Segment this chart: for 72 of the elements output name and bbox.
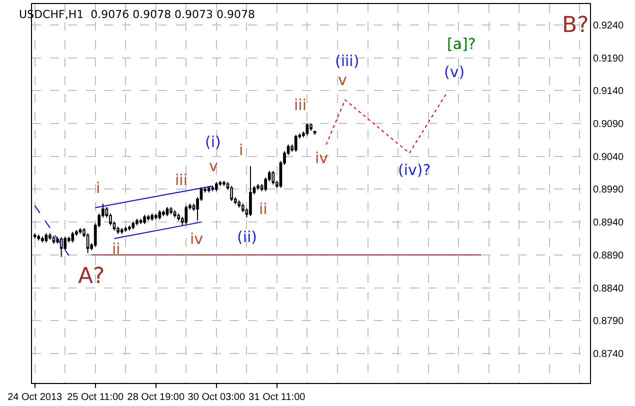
y-tick-label: 0.9090 bbox=[593, 119, 624, 130]
annotation: iii bbox=[294, 96, 307, 114]
candlestick bbox=[166, 206, 169, 217]
y-tick-label: 0.8790 bbox=[593, 316, 624, 328]
annotation: (ii) bbox=[237, 228, 258, 246]
candlestick bbox=[294, 134, 298, 152]
candlestick bbox=[150, 213, 154, 222]
candlestick bbox=[154, 213, 158, 220]
candlestick bbox=[37, 234, 40, 241]
annotation: A? bbox=[78, 264, 105, 289]
candlestick bbox=[44, 232, 48, 243]
candlestick bbox=[128, 224, 131, 232]
candlestick bbox=[256, 183, 260, 190]
candlestick bbox=[249, 166, 252, 217]
x-tick-label: 24 Oct 2013 bbox=[8, 392, 63, 403]
y-tick-label: 0.8890 bbox=[593, 250, 624, 262]
annotation: (i) bbox=[205, 133, 221, 151]
candlestick bbox=[158, 210, 162, 220]
candlestick bbox=[60, 236, 63, 258]
x-tick-label: 25 Oct 11:00 bbox=[67, 392, 124, 403]
candlestick bbox=[124, 226, 128, 232]
candlestick bbox=[272, 170, 275, 186]
candlestick bbox=[184, 205, 188, 225]
candlestick bbox=[71, 231, 74, 243]
candlestick bbox=[146, 214, 150, 222]
candlestick bbox=[139, 218, 142, 225]
candlestick bbox=[211, 185, 214, 192]
candlestick bbox=[177, 213, 180, 222]
annotation: iv bbox=[315, 149, 328, 167]
candlestick bbox=[40, 236, 44, 243]
candlestick bbox=[215, 182, 218, 192]
y-tick-label: 0.8940 bbox=[593, 218, 624, 229]
x-tick-label: 30 Oct 03:00 bbox=[188, 392, 246, 403]
annotation: (iii) bbox=[335, 52, 360, 70]
annotation: (v) bbox=[444, 63, 465, 81]
y-tick-label: 0.9140 bbox=[593, 86, 624, 98]
y-tick-label: 0.8990 bbox=[593, 184, 624, 196]
candlestick bbox=[230, 185, 233, 202]
candlestick bbox=[143, 214, 146, 225]
y-tick-label: 0.8740 bbox=[593, 348, 624, 360]
annotation: v bbox=[338, 71, 347, 89]
annotation: v bbox=[209, 157, 218, 175]
annotation: ii bbox=[259, 200, 268, 218]
annotation: [a]? bbox=[447, 35, 476, 53]
x-tick-label: 28 Oct 19:00 bbox=[127, 392, 185, 403]
candlestick bbox=[207, 185, 210, 194]
x-tick-label: 31 Oct 11:00 bbox=[248, 392, 306, 403]
candlestick bbox=[136, 218, 138, 226]
candlestick bbox=[306, 123, 309, 136]
line-series bbox=[326, 92, 448, 154]
annotation: iv bbox=[190, 230, 204, 248]
candlestick bbox=[170, 206, 172, 215]
candlestick bbox=[120, 227, 124, 234]
candlestick bbox=[162, 210, 165, 217]
y-tick-label: 0.9240 bbox=[593, 20, 624, 32]
candlestick bbox=[132, 220, 135, 230]
y-tick-label: 0.9040 bbox=[593, 152, 624, 163]
annotation: B? bbox=[562, 13, 589, 38]
y-tick-label: 0.8840 bbox=[593, 283, 624, 294]
annotation: i bbox=[239, 141, 244, 159]
y-tick-label: 0.9190 bbox=[593, 53, 624, 64]
annotation: iii bbox=[175, 171, 188, 189]
candlestick bbox=[52, 235, 56, 244]
candlestick bbox=[238, 200, 241, 208]
candlestick bbox=[48, 232, 52, 240]
candlestick bbox=[173, 210, 176, 218]
annotation: i bbox=[96, 179, 100, 197]
candlestick bbox=[310, 123, 312, 132]
annotation: ii bbox=[112, 240, 120, 258]
candlestick bbox=[78, 227, 82, 234]
candlestick bbox=[222, 180, 226, 186]
annotation: (iv)? bbox=[398, 161, 431, 179]
